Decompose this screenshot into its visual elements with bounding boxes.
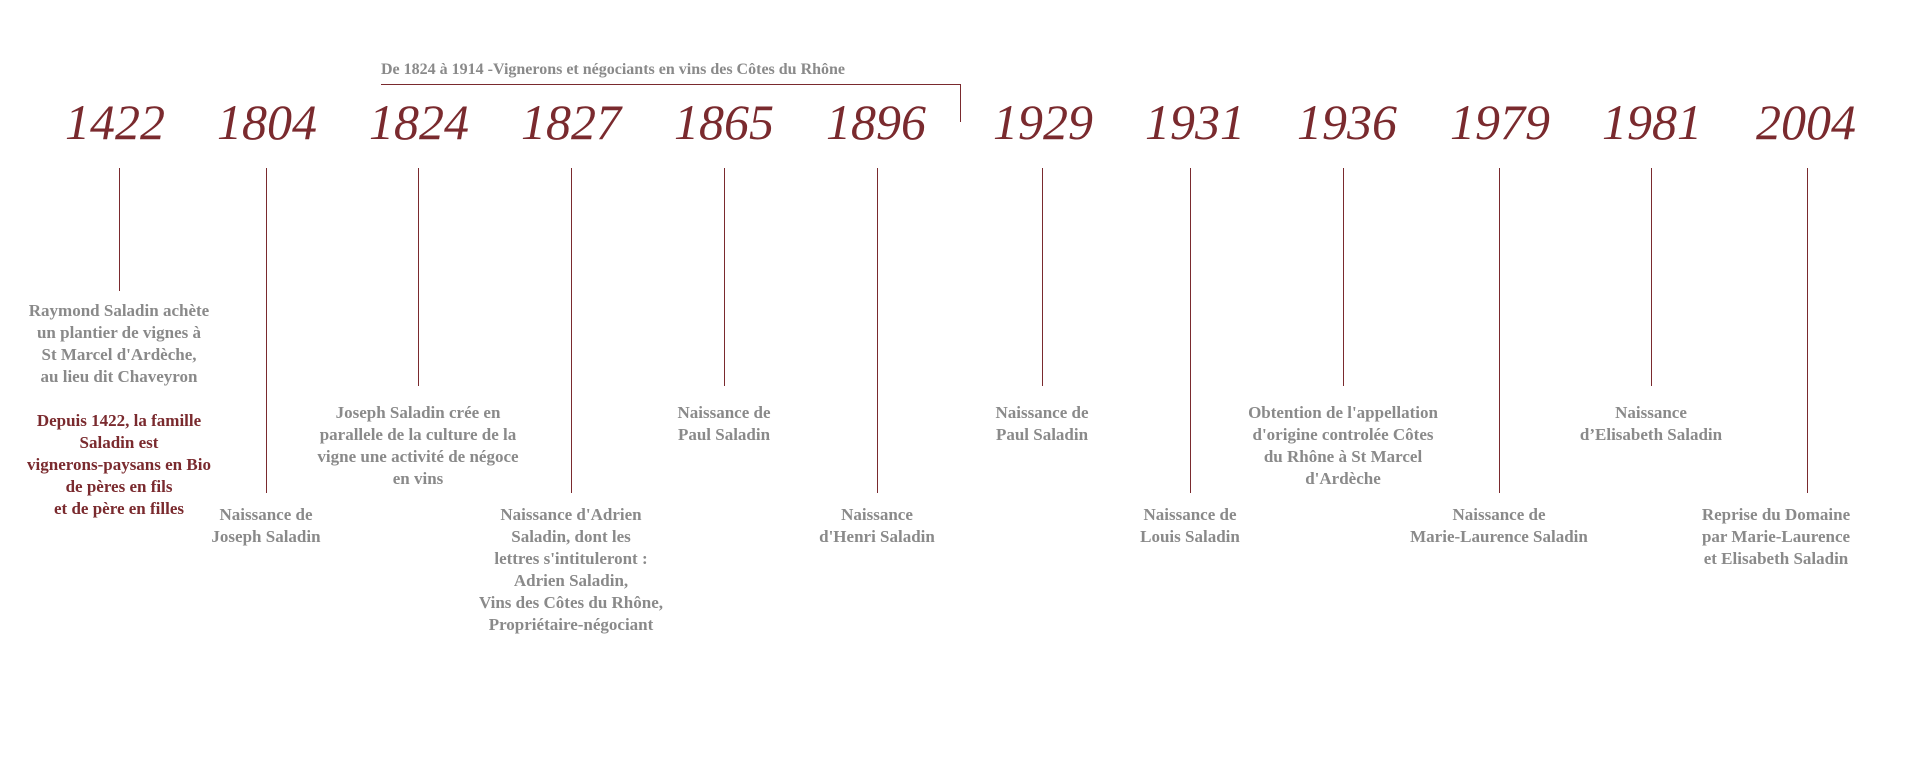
event-1896-description: Naissance d'Henri Saladin [819, 505, 935, 546]
event-1422-description: Raymond Saladin achète un plantier de vi… [28, 301, 210, 386]
year-1981: 1981 [1602, 94, 1702, 150]
year-2004: 2004 [1756, 94, 1856, 150]
connector-1865 [724, 168, 725, 386]
connector-1979 [1499, 168, 1500, 493]
event-2004-description: Reprise du Domaine par Marie-Laurence et… [1701, 505, 1851, 568]
connector-2004 [1807, 168, 1808, 493]
connector-1896 [877, 168, 878, 493]
event-1422-family-note: Depuis 1422, la famille Saladin est vign… [27, 411, 211, 518]
connector-1827 [571, 168, 572, 493]
connector-1422 [119, 168, 120, 291]
period-label: De 1824 à 1914 -Vignerons et négociants … [381, 61, 846, 78]
year-1422: 1422 [65, 94, 165, 150]
year-1896: 1896 [826, 94, 926, 150]
event-1931-description: Naissance de Louis Saladin [1140, 505, 1240, 546]
event-1936-description: Obtention de l'appellation d'origine con… [1248, 403, 1438, 488]
year-1824: 1824 [369, 94, 469, 150]
event-1979-description: Naissance de Marie-Laurence Saladin [1410, 505, 1588, 546]
connector-1981 [1651, 168, 1652, 386]
connector-1824 [418, 168, 419, 386]
year-1931: 1931 [1145, 94, 1245, 150]
year-1865: 1865 [674, 94, 774, 150]
event-1824-description: Joseph Saladin crée en parallele de la c… [317, 403, 519, 488]
event-1865-description: Naissance de Paul Saladin [677, 403, 771, 444]
connector-1936 [1343, 168, 1344, 386]
event-1804-description: Naissance de Joseph Saladin [211, 505, 321, 546]
year-1929: 1929 [993, 94, 1093, 150]
event-1929-description: Naissance de Paul Saladin [995, 403, 1089, 444]
year-1804: 1804 [217, 94, 317, 150]
connector-1929 [1042, 168, 1043, 386]
year-1979: 1979 [1450, 94, 1550, 150]
connector-1931 [1190, 168, 1191, 493]
period-bracket [381, 84, 961, 122]
connector-1804 [266, 168, 267, 493]
year-1936: 1936 [1297, 94, 1397, 150]
event-1827-description: Naissance d'Adrien Saladin, dont les let… [478, 505, 664, 634]
year-1827: 1827 [521, 94, 621, 150]
event-1981-description: Naissance d’Elisabeth Saladin [1579, 403, 1723, 444]
